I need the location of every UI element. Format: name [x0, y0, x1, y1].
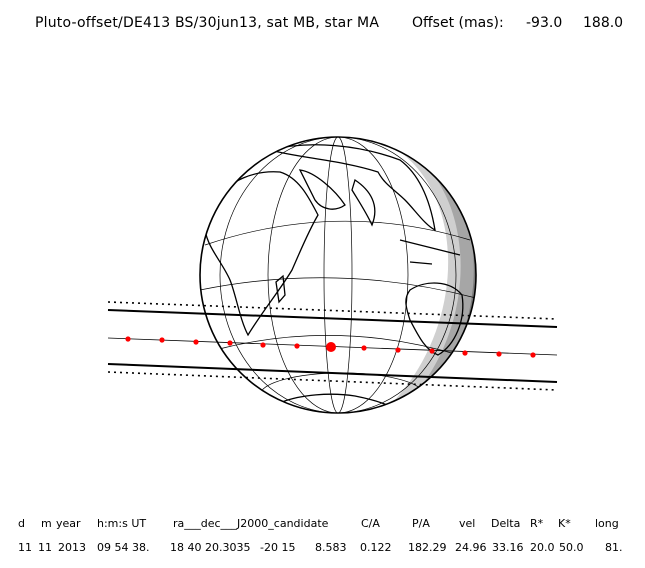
table-value-kstar: 50.0 — [559, 541, 584, 554]
offset-x-value: -93.0 — [526, 15, 563, 31]
closest-approach-marker — [326, 342, 336, 352]
table-header-rstar: R* — [530, 517, 544, 530]
time-marker — [260, 342, 266, 348]
time-marker — [294, 343, 300, 349]
table-header-kstar: K* — [558, 517, 571, 530]
time-markers — [125, 336, 536, 358]
shadow-south-limit — [107, 363, 558, 383]
parallel-equator — [200, 277, 476, 299]
table-value-pa: 182.29 — [408, 541, 447, 554]
table-header-time: h:m:s UT — [97, 517, 147, 530]
time-marker — [462, 350, 468, 356]
time-marker — [193, 339, 199, 345]
madagascar-outline — [275, 274, 286, 304]
table-header-pa: P/A — [412, 517, 430, 530]
table-value-dec: -20 15 — [260, 541, 296, 554]
table-value-year: 2013 — [58, 541, 86, 554]
meridian-3 — [219, 137, 457, 413]
table-header-month: m — [41, 517, 52, 530]
shadow-north-limit — [107, 309, 558, 328]
india-outline — [351, 178, 376, 227]
table-value-month: 11 — [38, 541, 52, 554]
plot-title: Pluto-offset/DE413 BS/30jun13, sat MB, s… — [35, 15, 380, 31]
time-marker — [159, 337, 165, 343]
time-marker — [125, 336, 131, 342]
table-value-ca: 0.122 — [360, 541, 392, 554]
table-header-day: d — [18, 517, 25, 530]
time-marker — [496, 351, 502, 357]
meridian-2 — [267, 137, 409, 413]
table-header-vel: vel — [459, 517, 476, 530]
table-value-candidate: 8.583 — [315, 541, 347, 554]
australia-outline — [405, 282, 464, 356]
time-marker — [429, 348, 435, 354]
time-marker — [227, 340, 233, 346]
table-value-time: 09 54 38. — [97, 541, 150, 554]
time-marker — [361, 345, 367, 351]
arabia-outline — [298, 169, 346, 210]
table-value-long: 81. — [605, 541, 623, 554]
time-marker — [395, 347, 401, 353]
indonesia-outline — [399, 239, 461, 265]
table-value-delta: 33.16 — [492, 541, 524, 554]
table-header-ca: C/A — [361, 517, 380, 530]
globe-outline — [199, 136, 477, 414]
table-value-vel: 24.96 — [455, 541, 487, 554]
table-header-coords: ra___dec___J2000_candidate — [173, 517, 329, 530]
asia-outline — [269, 144, 436, 232]
africa-outline — [204, 171, 319, 337]
parallel-north — [204, 220, 471, 246]
table-header-delta: Delta — [491, 517, 521, 530]
table-value-ra: 18 40 20.3035 — [170, 541, 251, 554]
offset-y-value: 188.0 — [583, 15, 624, 31]
time-marker — [530, 352, 536, 358]
table-header-long: long — [595, 517, 619, 530]
table-value-day: 11 — [18, 541, 32, 554]
meridian-central — [323, 137, 353, 413]
offset-label: Offset (mas): — [412, 15, 504, 31]
table-value-rstar: 20.0 — [530, 541, 555, 554]
table-header-year: year — [56, 517, 81, 530]
